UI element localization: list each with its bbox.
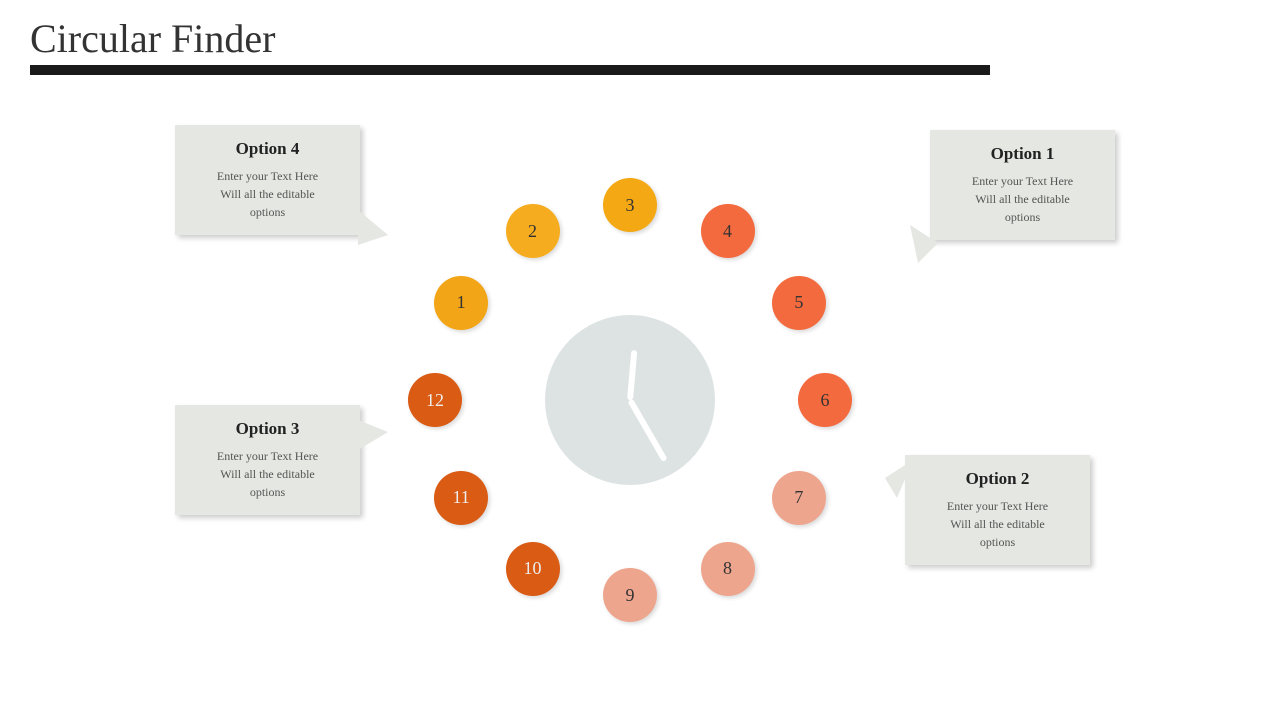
option-4-body: Enter your Text Here Will all the editab… bbox=[191, 167, 344, 221]
option-2-body: Enter your Text Here Will all the editab… bbox=[921, 497, 1074, 551]
ring-node-2: 2 bbox=[506, 204, 560, 258]
ring-node-label: 9 bbox=[626, 585, 635, 606]
option-1-callout: Option 1 Enter your Text Here Will all th… bbox=[930, 130, 1115, 240]
ring-node-label: 7 bbox=[794, 487, 803, 508]
ring-node-label: 1 bbox=[457, 292, 466, 313]
ring-node-label: 2 bbox=[528, 221, 537, 242]
option-1-title: Option 1 bbox=[946, 144, 1099, 164]
option-2-title: Option 2 bbox=[921, 469, 1074, 489]
ring-node-10: 10 bbox=[506, 542, 560, 596]
diagram-stage: 123456789101112Option 1Enter your Text H… bbox=[0, 0, 1280, 720]
ring-node-3: 3 bbox=[603, 178, 657, 232]
ring-node-6: 6 bbox=[798, 373, 852, 427]
option-2-tail bbox=[885, 460, 925, 500]
ring-node-label: 5 bbox=[794, 292, 803, 313]
ring-node-1: 1 bbox=[434, 276, 488, 330]
ring-node-label: 4 bbox=[723, 221, 732, 242]
option-1-body: Enter your Text Here Will all the editab… bbox=[946, 172, 1099, 226]
ring-node-label: 10 bbox=[524, 558, 542, 579]
ring-node-label: 6 bbox=[821, 390, 830, 411]
option-4-tail bbox=[358, 210, 398, 250]
option-3-tail bbox=[358, 420, 398, 460]
ring-node-11: 11 bbox=[434, 471, 488, 525]
option-4-title: Option 4 bbox=[191, 139, 344, 159]
ring-node-label: 3 bbox=[626, 195, 635, 216]
ring-node-4: 4 bbox=[701, 204, 755, 258]
ring-node-label: 11 bbox=[452, 487, 469, 508]
ring-node-9: 9 bbox=[603, 568, 657, 622]
option-2-callout: Option 2 Enter your Text Here Will all th… bbox=[905, 455, 1090, 565]
ring-node-5: 5 bbox=[772, 276, 826, 330]
option-3-callout: Option 3 Enter your Text Here Will all th… bbox=[175, 405, 360, 515]
option-1-tail bbox=[910, 225, 950, 265]
ring-node-label: 12 bbox=[426, 390, 444, 411]
option-4-callout: Option 4 Enter your Text Here Will all th… bbox=[175, 125, 360, 235]
ring-node-8: 8 bbox=[701, 542, 755, 596]
ring-node-12: 12 bbox=[408, 373, 462, 427]
option-3-body: Enter your Text Here Will all the editab… bbox=[191, 447, 344, 501]
option-3-title: Option 3 bbox=[191, 419, 344, 439]
ring-node-7: 7 bbox=[772, 471, 826, 525]
ring-node-label: 8 bbox=[723, 558, 732, 579]
